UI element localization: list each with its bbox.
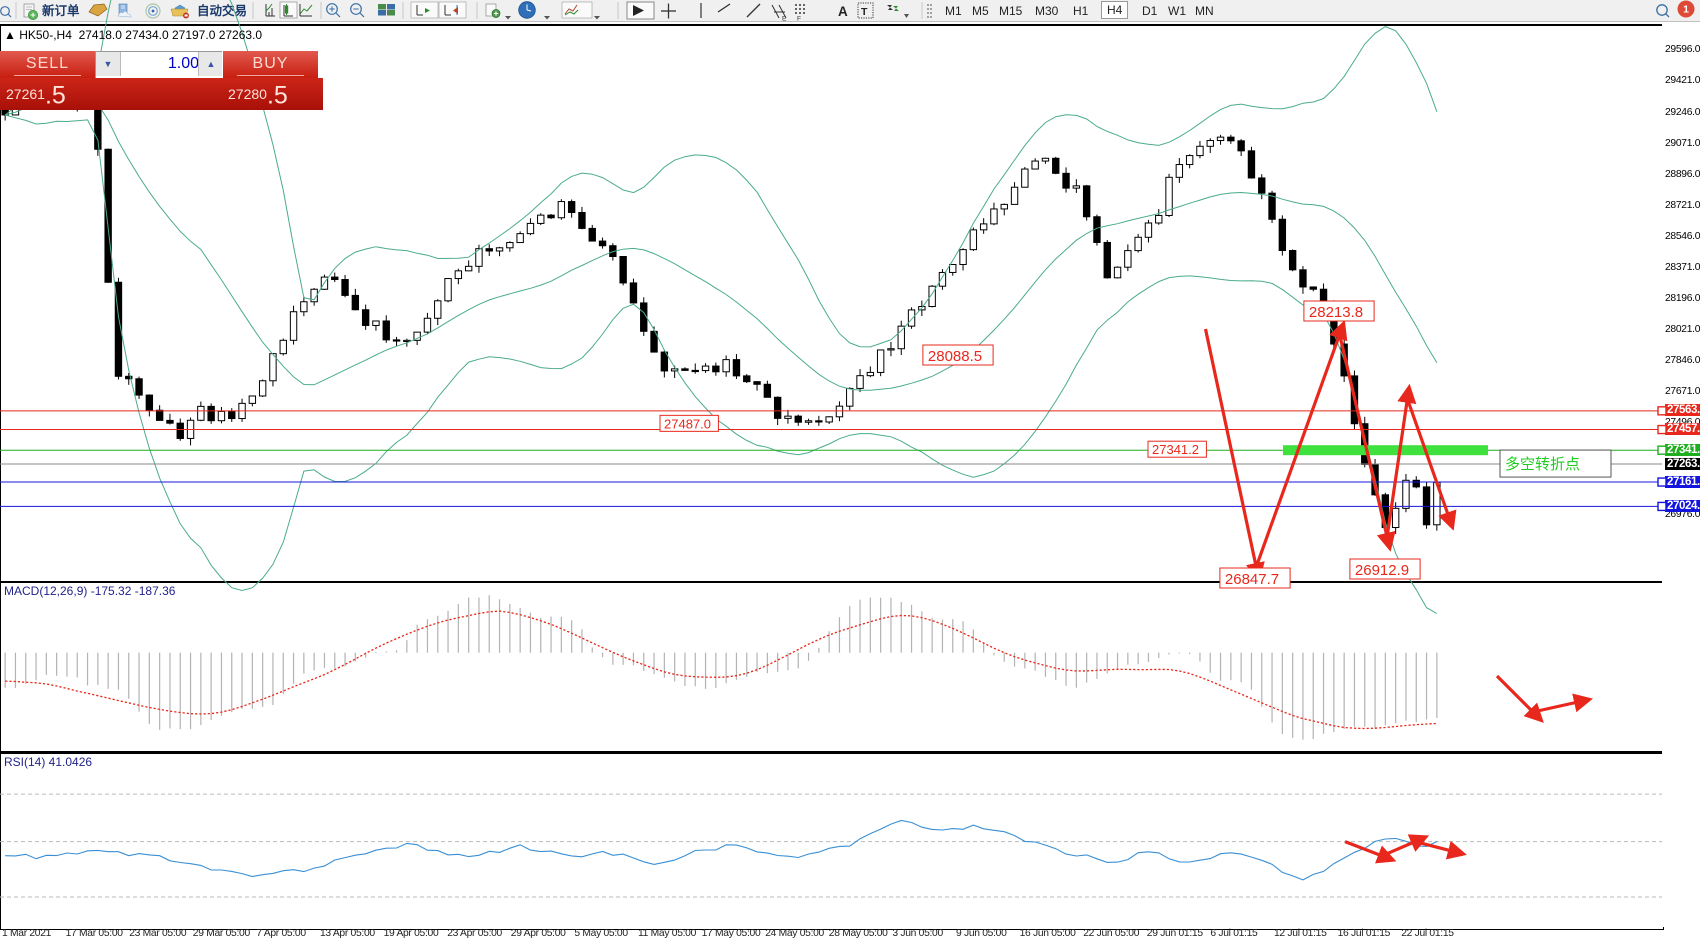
svg-text:28213.8: 28213.8 (1309, 304, 1363, 321)
svg-text:26912.9: 26912.9 (1355, 562, 1409, 579)
svg-text:28088.5: 28088.5 (928, 348, 982, 365)
svg-text:27487.0: 27487.0 (664, 416, 711, 431)
svg-text:1: 1 (1683, 4, 1689, 16)
svg-text:多空转折点: 多空转折点 (1505, 456, 1580, 473)
svg-text:27341.2: 27341.2 (1152, 442, 1199, 457)
